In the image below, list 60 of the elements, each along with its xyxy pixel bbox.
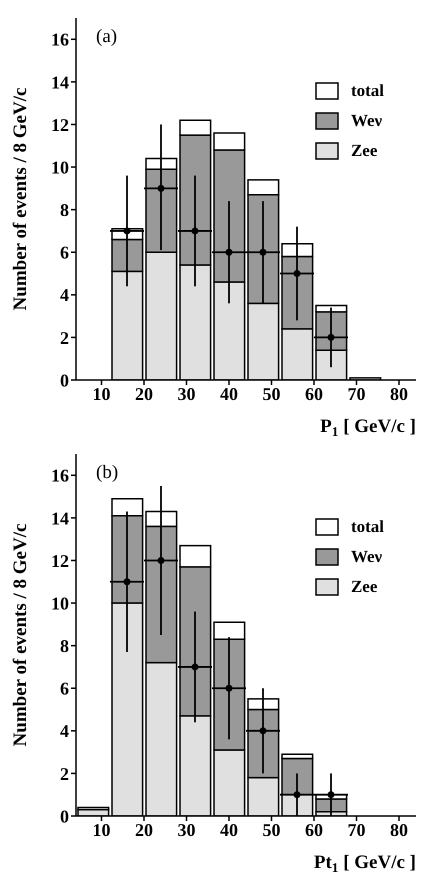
point bbox=[158, 184, 164, 192]
legend-label: Weν bbox=[350, 546, 382, 568]
y-tick-label: 2 bbox=[60, 764, 69, 784]
x-tick-label: 80 bbox=[390, 384, 408, 404]
x-tick-label: 60 bbox=[305, 820, 323, 840]
point bbox=[192, 663, 198, 670]
x-axis-title: P$_{1}$ [ GeV/c ] bbox=[320, 416, 416, 439]
x-tick-label: 20 bbox=[135, 384, 153, 404]
point bbox=[158, 556, 164, 564]
y-tick-label: 8 bbox=[60, 636, 69, 656]
legend-label: Zee bbox=[350, 576, 378, 598]
x-tick-label: 30 bbox=[178, 384, 196, 404]
y-tick-label: 6 bbox=[60, 242, 69, 263]
y-axis-title: Number of events / 8 GeV/c bbox=[10, 88, 31, 310]
legend-label: total bbox=[350, 516, 384, 538]
y-tick-label: 14 bbox=[51, 72, 69, 92]
y-tick-label: 0 bbox=[60, 806, 69, 826]
point bbox=[192, 227, 198, 234]
x-tick-label: 70 bbox=[348, 820, 366, 840]
y-tick-label: 4 bbox=[60, 721, 69, 742]
point bbox=[260, 727, 266, 734]
legend-label: total bbox=[350, 80, 384, 102]
point bbox=[294, 270, 300, 278]
point bbox=[328, 791, 334, 798]
point bbox=[328, 334, 334, 341]
y-tick-label: 6 bbox=[60, 678, 69, 699]
y-tick-label: 14 bbox=[51, 508, 69, 528]
y-tick-label: 16 bbox=[51, 466, 69, 486]
x-axis-title: Pt$_{1}$ [ GeV/c ] bbox=[314, 852, 416, 875]
y-tick-label: 12 bbox=[51, 114, 69, 135]
y-axis-title: Number of events / 8 GeV/c bbox=[10, 524, 31, 746]
point bbox=[124, 227, 130, 234]
y-tick-label: 0 bbox=[60, 370, 69, 390]
y-tick-label: 12 bbox=[51, 550, 69, 571]
x-tick-label: 70 bbox=[348, 384, 366, 404]
x-tick-label: 40 bbox=[220, 384, 238, 404]
y-tick-label: 10 bbox=[51, 157, 69, 178]
annotation: (a) bbox=[96, 26, 118, 48]
point bbox=[226, 684, 232, 692]
x-tick-label: 50 bbox=[262, 384, 280, 404]
x-tick-label: 60 bbox=[305, 384, 323, 404]
y-tick-label: 8 bbox=[60, 200, 69, 220]
y-tick-label: 2 bbox=[60, 328, 69, 348]
point bbox=[226, 248, 232, 256]
x-tick-label: 30 bbox=[178, 820, 196, 840]
point bbox=[260, 248, 266, 256]
x-tick-label: 10 bbox=[92, 820, 110, 840]
y-tick-label: 16 bbox=[51, 30, 69, 50]
point bbox=[124, 578, 130, 586]
y-tick-label: 10 bbox=[51, 593, 69, 614]
annotation: (b) bbox=[96, 462, 118, 484]
x-tick-label: 10 bbox=[92, 384, 110, 404]
y-tick-label: 4 bbox=[60, 285, 69, 306]
x-tick-label: 20 bbox=[135, 820, 153, 840]
legend-label: Weν bbox=[350, 110, 382, 132]
point bbox=[294, 791, 300, 798]
x-tick-label: 50 bbox=[262, 820, 280, 840]
legend-label: Zee bbox=[350, 140, 378, 162]
x-tick-label: 80 bbox=[390, 820, 408, 840]
x-tick-label: 40 bbox=[220, 820, 238, 840]
